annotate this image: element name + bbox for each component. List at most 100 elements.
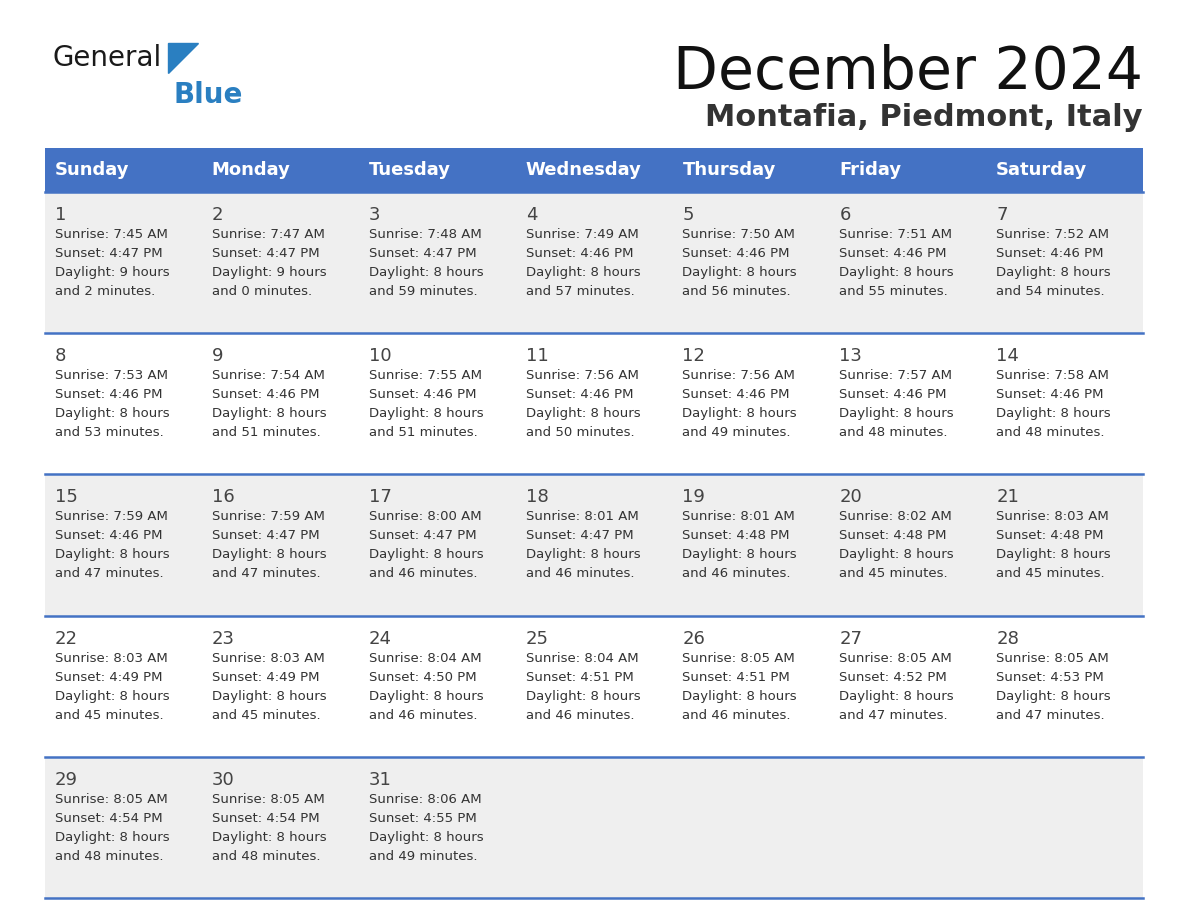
Text: Montafia, Piedmont, Italy: Montafia, Piedmont, Italy bbox=[706, 104, 1143, 132]
Text: 15: 15 bbox=[55, 488, 78, 507]
Text: 9: 9 bbox=[211, 347, 223, 365]
Bar bbox=[202, 148, 359, 192]
Text: Sunrise: 8:05 AM: Sunrise: 8:05 AM bbox=[211, 793, 324, 806]
Text: Daylight: 8 hours: Daylight: 8 hours bbox=[682, 266, 797, 279]
Text: 25: 25 bbox=[525, 630, 549, 647]
Text: Sunset: 4:47 PM: Sunset: 4:47 PM bbox=[211, 530, 320, 543]
Text: 19: 19 bbox=[682, 488, 706, 507]
Text: and 45 minutes.: and 45 minutes. bbox=[997, 567, 1105, 580]
Text: Sunset: 4:48 PM: Sunset: 4:48 PM bbox=[682, 530, 790, 543]
Text: Sunset: 4:51 PM: Sunset: 4:51 PM bbox=[525, 671, 633, 684]
Text: and 46 minutes.: and 46 minutes. bbox=[525, 567, 634, 580]
Text: Daylight: 8 hours: Daylight: 8 hours bbox=[211, 408, 327, 420]
Bar bbox=[516, 148, 672, 192]
Text: Sunset: 4:47 PM: Sunset: 4:47 PM bbox=[211, 247, 320, 260]
Text: and 46 minutes.: and 46 minutes. bbox=[682, 709, 791, 722]
Bar bbox=[359, 148, 516, 192]
Text: Sunset: 4:46 PM: Sunset: 4:46 PM bbox=[55, 530, 163, 543]
Text: Sunrise: 7:57 AM: Sunrise: 7:57 AM bbox=[839, 369, 953, 382]
Text: 3: 3 bbox=[368, 206, 380, 224]
Text: Sunset: 4:46 PM: Sunset: 4:46 PM bbox=[211, 388, 320, 401]
Text: and 54 minutes.: and 54 minutes. bbox=[997, 285, 1105, 298]
Text: 24: 24 bbox=[368, 630, 392, 647]
Text: and 48 minutes.: and 48 minutes. bbox=[211, 850, 321, 863]
Text: Daylight: 8 hours: Daylight: 8 hours bbox=[997, 689, 1111, 702]
Text: Daylight: 8 hours: Daylight: 8 hours bbox=[368, 831, 484, 844]
Text: Sunrise: 8:03 AM: Sunrise: 8:03 AM bbox=[211, 652, 324, 665]
Text: Sunset: 4:52 PM: Sunset: 4:52 PM bbox=[839, 671, 947, 684]
Text: 28: 28 bbox=[997, 630, 1019, 647]
Text: Sunset: 4:47 PM: Sunset: 4:47 PM bbox=[55, 247, 163, 260]
Text: Tuesday: Tuesday bbox=[368, 161, 450, 179]
Text: Sunset: 4:48 PM: Sunset: 4:48 PM bbox=[839, 530, 947, 543]
Text: Wednesday: Wednesday bbox=[525, 161, 642, 179]
Text: and 47 minutes.: and 47 minutes. bbox=[997, 709, 1105, 722]
Text: Sunrise: 7:56 AM: Sunrise: 7:56 AM bbox=[525, 369, 638, 382]
Text: Sunrise: 8:03 AM: Sunrise: 8:03 AM bbox=[997, 510, 1108, 523]
Text: and 46 minutes.: and 46 minutes. bbox=[682, 567, 791, 580]
Text: Sunset: 4:49 PM: Sunset: 4:49 PM bbox=[55, 671, 163, 684]
Bar bbox=[45, 616, 1143, 756]
Text: Sunrise: 8:05 AM: Sunrise: 8:05 AM bbox=[682, 652, 795, 665]
Text: Sunrise: 8:02 AM: Sunrise: 8:02 AM bbox=[839, 510, 952, 523]
Text: Sunset: 4:53 PM: Sunset: 4:53 PM bbox=[997, 671, 1104, 684]
Text: Daylight: 8 hours: Daylight: 8 hours bbox=[997, 548, 1111, 562]
Text: Sunrise: 7:59 AM: Sunrise: 7:59 AM bbox=[211, 510, 324, 523]
Text: 31: 31 bbox=[368, 771, 392, 789]
Text: Sunrise: 8:05 AM: Sunrise: 8:05 AM bbox=[839, 652, 952, 665]
Text: Sunrise: 8:05 AM: Sunrise: 8:05 AM bbox=[55, 793, 168, 806]
Text: Sunset: 4:46 PM: Sunset: 4:46 PM bbox=[525, 247, 633, 260]
Text: and 49 minutes.: and 49 minutes. bbox=[682, 426, 791, 439]
Text: and 53 minutes.: and 53 minutes. bbox=[55, 426, 164, 439]
Text: Daylight: 8 hours: Daylight: 8 hours bbox=[368, 266, 484, 279]
Text: 10: 10 bbox=[368, 347, 391, 365]
Text: Sunrise: 7:56 AM: Sunrise: 7:56 AM bbox=[682, 369, 795, 382]
Text: Sunday: Sunday bbox=[55, 161, 129, 179]
Text: Sunrise: 7:45 AM: Sunrise: 7:45 AM bbox=[55, 228, 168, 241]
Text: and 46 minutes.: and 46 minutes. bbox=[525, 709, 634, 722]
Text: Sunrise: 8:01 AM: Sunrise: 8:01 AM bbox=[525, 510, 638, 523]
Text: and 51 minutes.: and 51 minutes. bbox=[368, 426, 478, 439]
Text: Friday: Friday bbox=[839, 161, 902, 179]
Text: Daylight: 8 hours: Daylight: 8 hours bbox=[839, 408, 954, 420]
Text: Sunset: 4:46 PM: Sunset: 4:46 PM bbox=[682, 388, 790, 401]
Text: Sunset: 4:47 PM: Sunset: 4:47 PM bbox=[525, 530, 633, 543]
Text: Daylight: 9 hours: Daylight: 9 hours bbox=[211, 266, 327, 279]
Text: Sunset: 4:54 PM: Sunset: 4:54 PM bbox=[55, 812, 163, 824]
Text: Thursday: Thursday bbox=[682, 161, 776, 179]
Text: and 48 minutes.: and 48 minutes. bbox=[997, 426, 1105, 439]
Text: and 51 minutes.: and 51 minutes. bbox=[211, 426, 321, 439]
Text: Daylight: 8 hours: Daylight: 8 hours bbox=[525, 408, 640, 420]
Text: Daylight: 8 hours: Daylight: 8 hours bbox=[525, 548, 640, 562]
Text: and 0 minutes.: and 0 minutes. bbox=[211, 285, 312, 298]
Text: Daylight: 8 hours: Daylight: 8 hours bbox=[55, 689, 170, 702]
Text: Daylight: 8 hours: Daylight: 8 hours bbox=[55, 408, 170, 420]
Text: Blue: Blue bbox=[173, 81, 244, 109]
Text: Sunrise: 8:06 AM: Sunrise: 8:06 AM bbox=[368, 793, 481, 806]
Text: Daylight: 8 hours: Daylight: 8 hours bbox=[55, 548, 170, 562]
Bar bbox=[45, 475, 1143, 616]
Text: 13: 13 bbox=[839, 347, 862, 365]
Text: and 47 minutes.: and 47 minutes. bbox=[55, 567, 164, 580]
Text: 22: 22 bbox=[55, 630, 78, 647]
Text: and 47 minutes.: and 47 minutes. bbox=[839, 709, 948, 722]
Text: 23: 23 bbox=[211, 630, 235, 647]
Text: Daylight: 8 hours: Daylight: 8 hours bbox=[839, 266, 954, 279]
Text: Sunset: 4:50 PM: Sunset: 4:50 PM bbox=[368, 671, 476, 684]
Text: Monday: Monday bbox=[211, 161, 291, 179]
Text: 7: 7 bbox=[997, 206, 1007, 224]
Text: Sunrise: 7:51 AM: Sunrise: 7:51 AM bbox=[839, 228, 953, 241]
Text: Sunrise: 8:01 AM: Sunrise: 8:01 AM bbox=[682, 510, 795, 523]
Text: Daylight: 8 hours: Daylight: 8 hours bbox=[682, 548, 797, 562]
Text: and 48 minutes.: and 48 minutes. bbox=[55, 850, 164, 863]
Text: Sunset: 4:47 PM: Sunset: 4:47 PM bbox=[368, 247, 476, 260]
Text: Sunrise: 7:55 AM: Sunrise: 7:55 AM bbox=[368, 369, 481, 382]
Text: Daylight: 8 hours: Daylight: 8 hours bbox=[839, 548, 954, 562]
Text: Daylight: 8 hours: Daylight: 8 hours bbox=[211, 689, 327, 702]
Text: Daylight: 8 hours: Daylight: 8 hours bbox=[211, 831, 327, 844]
Text: Sunset: 4:46 PM: Sunset: 4:46 PM bbox=[55, 388, 163, 401]
Text: Sunset: 4:46 PM: Sunset: 4:46 PM bbox=[997, 247, 1104, 260]
Text: Sunrise: 8:00 AM: Sunrise: 8:00 AM bbox=[368, 510, 481, 523]
Bar bbox=[672, 148, 829, 192]
Text: Sunset: 4:46 PM: Sunset: 4:46 PM bbox=[839, 247, 947, 260]
